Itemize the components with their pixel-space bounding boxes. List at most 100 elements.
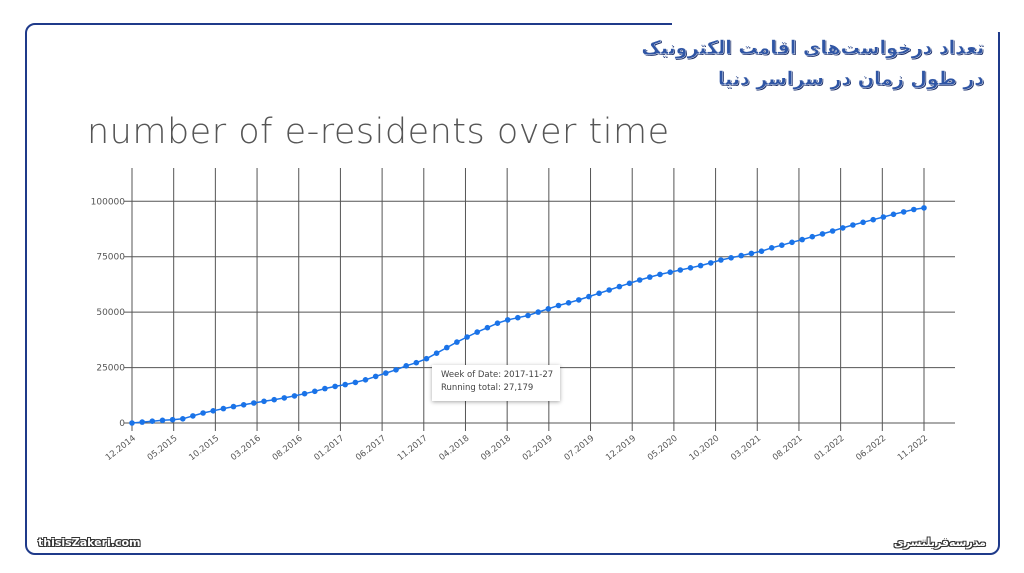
data-point[interactable] (312, 388, 318, 395)
data-point[interactable] (616, 283, 623, 290)
data-point[interactable] (464, 334, 470, 340)
data-point[interactable] (139, 419, 145, 425)
data-point[interactable] (129, 420, 135, 426)
data-point[interactable] (423, 355, 430, 362)
data-point[interactable] (230, 403, 237, 410)
data-point[interactable] (251, 400, 257, 406)
tooltip-running-total: Running total: 27,179 (441, 383, 534, 393)
data-point[interactable] (372, 373, 379, 380)
data-point[interactable] (799, 236, 805, 243)
data-point[interactable] (606, 287, 612, 293)
data-point[interactable] (890, 211, 897, 218)
data-point[interactable] (393, 367, 399, 373)
x-tick-label: 06.2017 (354, 433, 388, 463)
data-point[interactable] (900, 209, 907, 215)
data-point[interactable] (301, 390, 308, 397)
y-tick-label: 50000 (96, 308, 125, 318)
data-point[interactable] (738, 252, 744, 259)
data-point[interactable] (149, 418, 156, 425)
data-point[interactable] (728, 254, 734, 261)
data-point[interactable] (433, 350, 440, 357)
data-point[interactable] (860, 219, 866, 226)
data-point[interactable] (515, 314, 521, 321)
data-point[interactable] (586, 293, 592, 300)
y-tick-label: 0 (119, 419, 125, 429)
y-tick-label: 75000 (96, 253, 125, 263)
x-tick-label: 10.2015 (187, 433, 221, 463)
data-point[interactable] (555, 302, 562, 309)
brand-watermark: مدرسه‌فریلنسری (893, 536, 986, 549)
data-point[interactable] (697, 262, 704, 269)
data-point[interactable] (545, 306, 552, 312)
data-point[interactable] (261, 398, 267, 405)
data-point[interactable] (636, 277, 643, 283)
data-point[interactable] (626, 280, 633, 287)
data-point[interactable] (190, 413, 196, 419)
data-series (129, 205, 927, 426)
data-point[interactable] (768, 245, 775, 251)
data-point[interactable] (911, 206, 917, 213)
data-point[interactable] (413, 359, 420, 366)
data-point[interactable] (576, 297, 582, 303)
data-point[interactable] (819, 231, 826, 237)
data-point[interactable] (667, 269, 673, 276)
data-point[interactable] (494, 320, 501, 327)
y-tick-label: 100000 (91, 197, 126, 207)
data-point[interactable] (748, 250, 755, 257)
data-point[interactable] (677, 267, 684, 273)
data-point[interactable] (921, 205, 927, 211)
x-tick-label: 08.2021 (771, 433, 805, 463)
grid-lines (124, 168, 955, 431)
data-point[interactable] (758, 248, 765, 254)
data-point[interactable] (829, 228, 836, 234)
tooltip-week-of-date: Week of Date: 2017-11-27 (441, 370, 554, 380)
x-tick-label: 07.2019 (563, 433, 597, 463)
data-point[interactable] (210, 408, 216, 414)
data-point[interactable] (535, 309, 541, 315)
data-point[interactable] (403, 363, 410, 369)
data-point[interactable] (352, 379, 359, 386)
x-tick-label: 10.2020 (688, 433, 722, 463)
data-point[interactable] (474, 329, 481, 335)
data-point[interactable] (342, 381, 349, 388)
data-point[interactable] (220, 405, 227, 412)
data-point[interactable] (454, 339, 460, 345)
data-point[interactable] (180, 416, 186, 422)
chart-tooltip: Week of Date: 2017-11-27 Running total: … (432, 365, 560, 401)
data-point[interactable] (291, 393, 298, 399)
data-point[interactable] (281, 395, 288, 401)
data-point[interactable] (322, 385, 328, 392)
data-point[interactable] (525, 312, 531, 319)
data-point[interactable] (880, 214, 887, 220)
x-tick-label: 08.2016 (271, 433, 305, 463)
data-point[interactable] (596, 290, 602, 297)
x-tick-label: 11.2017 (396, 433, 430, 463)
data-point[interactable] (362, 377, 369, 383)
data-point[interactable] (809, 233, 816, 240)
data-point[interactable] (484, 324, 491, 331)
data-point[interactable] (870, 216, 876, 223)
data-point[interactable] (789, 239, 795, 246)
x-tick-label: 03.2016 (229, 433, 263, 463)
data-point[interactable] (565, 300, 572, 306)
data-point[interactable] (504, 317, 511, 323)
frame-gap (672, 18, 1002, 32)
data-point[interactable] (159, 417, 166, 424)
data-point[interactable] (240, 402, 247, 408)
data-point[interactable] (444, 344, 450, 351)
data-point[interactable] (383, 370, 389, 376)
data-point[interactable] (840, 225, 846, 231)
chart-title: number of e-residents over time (87, 112, 670, 152)
data-point[interactable] (647, 274, 653, 280)
data-point[interactable] (332, 383, 338, 390)
data-point[interactable] (708, 260, 714, 266)
data-point[interactable] (657, 271, 663, 278)
data-point[interactable] (200, 410, 206, 416)
data-point[interactable] (718, 257, 724, 263)
data-point[interactable] (687, 265, 694, 271)
data-point[interactable] (169, 416, 176, 423)
data-point[interactable] (850, 222, 856, 228)
data-point[interactable] (779, 242, 785, 248)
slide-frame (25, 23, 1000, 555)
data-point[interactable] (271, 396, 278, 403)
